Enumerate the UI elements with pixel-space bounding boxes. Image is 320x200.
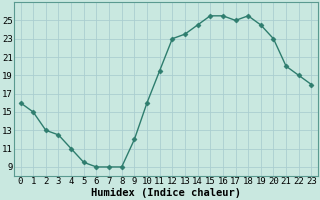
X-axis label: Humidex (Indice chaleur): Humidex (Indice chaleur): [91, 188, 241, 198]
